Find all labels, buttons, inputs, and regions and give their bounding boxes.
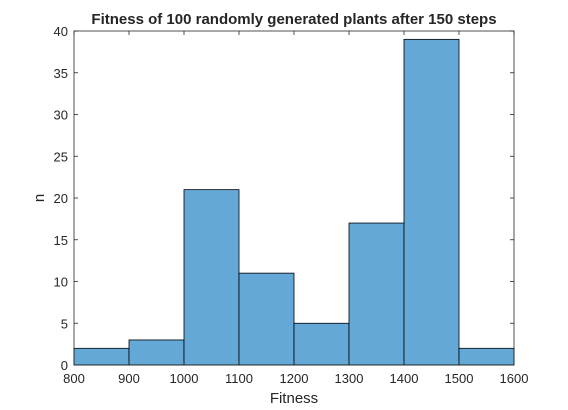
axes-group: 800 900 1000 1100 1200 1300 1400 1500 1600 0 5 10 15… [54,24,529,386]
x-tick-label: 1300 [335,371,364,386]
y-tick-label: 0 [61,358,68,373]
y-tick-label: 35 [54,66,68,81]
y-tick-label: 40 [54,24,68,39]
y-tick-label: 15 [54,233,68,248]
y-tick-label: 10 [54,275,68,290]
x-tick-label: 1000 [170,371,199,386]
histogram-bar-4 [238,272,295,366]
x-tick-label: 1500 [445,371,474,386]
x-axis-label: Fitness [270,390,318,407]
x-tick-label: 900 [118,371,140,386]
x-tick-label: 1100 [225,371,253,386]
histogram-bar-7 [403,38,460,366]
chart-title: Fitness of 100 randomly generated plants… [91,11,496,28]
x-tick-label: 1600 [500,371,529,386]
bars-group [73,38,515,366]
y-tick-label: 30 [54,108,68,123]
histogram-bar-6 [348,222,405,366]
y-tick-label: 20 [54,191,68,206]
histogram-bar-8 [458,347,515,366]
x-tick-label: 800 [63,371,85,386]
y-tick-label: 5 [61,316,68,331]
histogram-bar-2 [128,339,185,366]
histogram-bar-5 [293,322,350,366]
y-axis-label: n [31,194,48,202]
x-tick-label: 1400 [390,371,419,386]
y-tick-label: 25 [54,149,68,164]
x-tick-label: 1200 [280,371,309,386]
histogram-bar-3 [183,189,240,366]
histogram-bar-1 [73,347,130,366]
